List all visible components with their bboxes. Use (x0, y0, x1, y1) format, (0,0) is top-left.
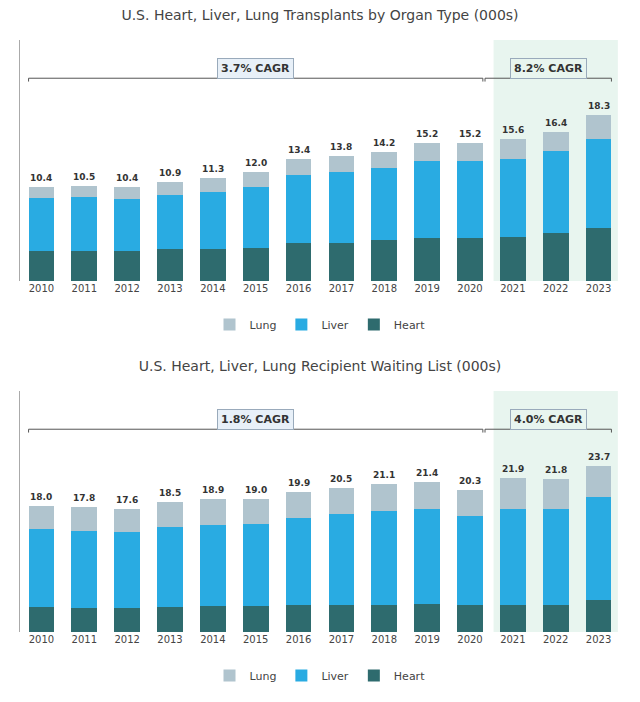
svg-text:Liver: Liver (321, 670, 348, 683)
svg-text:2014: 2014 (200, 283, 225, 294)
svg-text:21.9: 21.9 (502, 464, 524, 474)
svg-text:2016: 2016 (286, 634, 311, 645)
svg-text:2012: 2012 (114, 634, 139, 645)
svg-text:2020: 2020 (457, 634, 482, 645)
svg-text:17.6: 17.6 (116, 495, 138, 505)
svg-text:2015: 2015 (243, 634, 268, 645)
svg-text:2018: 2018 (372, 634, 397, 645)
svg-text:18.0: 18.0 (30, 492, 52, 502)
svg-text:2010: 2010 (29, 283, 54, 294)
svg-text:10.4: 10.4 (116, 173, 138, 183)
svg-text:10.5: 10.5 (73, 172, 95, 182)
svg-text:18.3: 18.3 (588, 101, 610, 111)
svg-text:17.8: 17.8 (73, 493, 95, 503)
svg-text:2014: 2014 (200, 634, 225, 645)
svg-text:3.7% CAGR: 3.7% CAGR (221, 62, 290, 75)
svg-text:8.2% CAGR: 8.2% CAGR (514, 62, 583, 75)
svg-text:19.0: 19.0 (245, 485, 267, 495)
svg-text:15.2: 15.2 (459, 129, 481, 139)
svg-text:2016: 2016 (286, 283, 311, 294)
svg-text:13.8: 13.8 (330, 142, 352, 152)
svg-text:16.4: 16.4 (545, 118, 567, 128)
svg-text:4.0% CAGR: 4.0% CAGR (514, 413, 583, 426)
svg-text:2022: 2022 (543, 634, 568, 645)
svg-text:2013: 2013 (157, 634, 182, 645)
svg-text:Lung: Lung (250, 670, 277, 683)
svg-text:Lung: Lung (250, 319, 277, 332)
svg-text:2020: 2020 (457, 283, 482, 294)
svg-text:Heart: Heart (394, 319, 425, 332)
svg-text:20.5: 20.5 (330, 474, 352, 484)
svg-text:10.4: 10.4 (30, 173, 52, 183)
svg-text:19.9: 19.9 (288, 478, 310, 488)
svg-text:U.S. Heart, Liver, Lung Recipi: U.S. Heart, Liver, Lung Recipient Waitin… (139, 358, 502, 374)
svg-text:10.9: 10.9 (159, 168, 181, 178)
svg-text:2012: 2012 (114, 283, 139, 294)
svg-text:12.0: 12.0 (245, 158, 267, 168)
svg-text:2011: 2011 (72, 283, 97, 294)
svg-text:2010: 2010 (29, 634, 54, 645)
svg-text:15.2: 15.2 (416, 129, 438, 139)
svg-text:21.8: 21.8 (545, 465, 567, 475)
svg-text:14.2: 14.2 (373, 138, 395, 148)
svg-text:20.3: 20.3 (459, 476, 481, 486)
svg-text:2017: 2017 (329, 283, 354, 294)
svg-text:11.3: 11.3 (202, 164, 224, 174)
svg-text:21.1: 21.1 (373, 470, 395, 480)
svg-text:18.5: 18.5 (159, 488, 181, 498)
svg-text:2019: 2019 (414, 283, 439, 294)
svg-text:13.4: 13.4 (288, 145, 310, 155)
svg-text:2022: 2022 (543, 283, 568, 294)
svg-text:23.7: 23.7 (588, 452, 610, 462)
svg-text:21.4: 21.4 (416, 468, 438, 478)
svg-text:1.8% CAGR: 1.8% CAGR (221, 413, 290, 426)
svg-text:2023: 2023 (586, 283, 611, 294)
svg-text:2015: 2015 (243, 283, 268, 294)
svg-text:15.6: 15.6 (502, 125, 524, 135)
svg-text:2018: 2018 (372, 283, 397, 294)
svg-text:2013: 2013 (157, 283, 182, 294)
svg-text:U.S. Heart, Liver, Lung Transp: U.S. Heart, Liver, Lung Transplants by O… (121, 7, 518, 23)
svg-text:18.9: 18.9 (202, 485, 224, 495)
svg-text:Heart: Heart (394, 670, 425, 683)
svg-text:2023: 2023 (586, 634, 611, 645)
svg-text:2021: 2021 (500, 283, 525, 294)
svg-text:2019: 2019 (414, 634, 439, 645)
svg-text:2021: 2021 (500, 634, 525, 645)
svg-text:2011: 2011 (72, 634, 97, 645)
svg-text:2017: 2017 (329, 634, 354, 645)
svg-text:Liver: Liver (321, 319, 348, 332)
